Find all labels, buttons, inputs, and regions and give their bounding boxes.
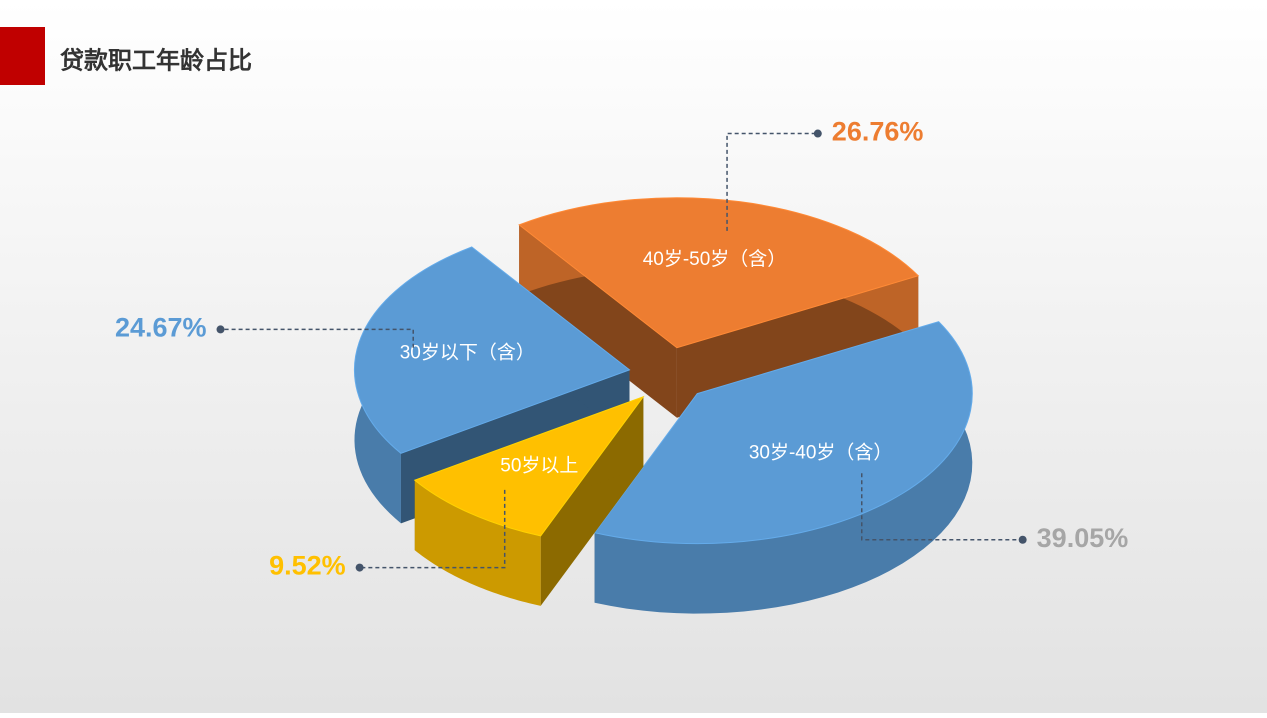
slice-wall — [594, 321, 973, 614]
value-label: 24.67% — [115, 313, 207, 343]
slice-label: 40岁-50岁（含） — [643, 248, 787, 270]
slice — [518, 197, 920, 349]
value-label: 9.52% — [269, 551, 346, 581]
leader-line — [726, 132, 818, 231]
slice-label: 50岁以上 — [500, 455, 578, 477]
leader-line — [861, 473, 1023, 541]
value-label: 39.05% — [1037, 523, 1129, 553]
slice — [593, 321, 973, 545]
slice-label: 30岁-40岁（含） — [749, 441, 893, 463]
leader-dot — [216, 325, 225, 334]
leader-dot — [355, 563, 364, 572]
leader-line — [359, 489, 506, 569]
chart-title: 贷款职工年龄占比 — [60, 46, 252, 74]
value-label: 26.76% — [832, 117, 924, 147]
leader-dot — [1018, 535, 1027, 544]
slice — [353, 246, 631, 454]
slice-label: 30岁以下（含） — [400, 341, 535, 363]
slice-wall — [414, 480, 541, 606]
plot: 40岁-50岁（含） 30岁以下（含） 30岁-40岁（含） 50岁以上 26.76% 3… — [115, 117, 1128, 614]
title-block — [0, 27, 45, 85]
slice — [413, 395, 645, 537]
leader-dot — [813, 129, 822, 138]
